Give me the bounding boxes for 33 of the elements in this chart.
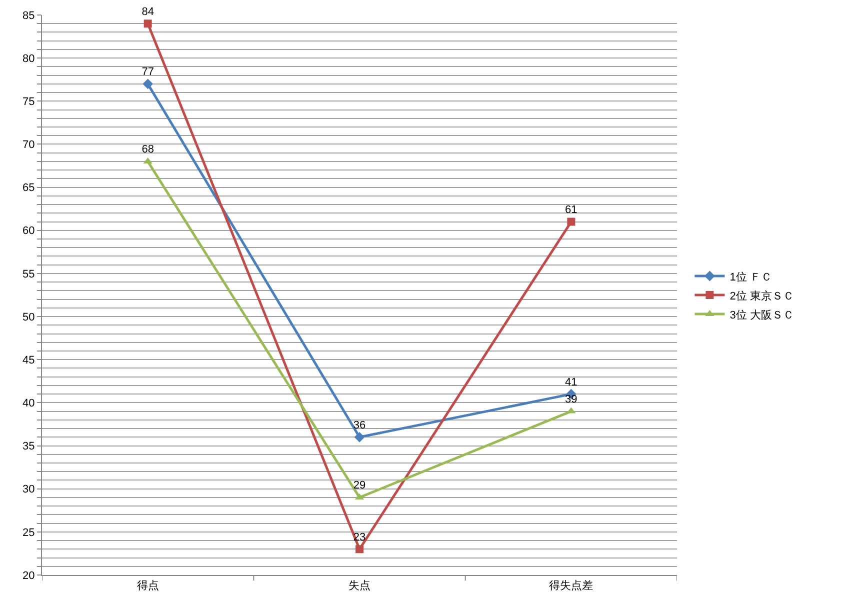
y-tick-label: 75 bbox=[22, 96, 35, 108]
y-tick-label: 25 bbox=[22, 526, 35, 539]
data-label: 61 bbox=[565, 204, 578, 216]
data-label: 84 bbox=[142, 6, 154, 18]
x-tick-label: 得点 bbox=[136, 579, 159, 592]
data-label: 77 bbox=[142, 66, 154, 78]
data-label: 29 bbox=[353, 480, 366, 492]
y-tick-label: 40 bbox=[22, 398, 35, 410]
y-tick-label: 65 bbox=[22, 182, 35, 194]
data-label: 39 bbox=[565, 394, 578, 406]
y-tick-label: 85 bbox=[22, 10, 35, 22]
y-tick-label: 50 bbox=[22, 311, 35, 324]
x-tick-label: 失点 bbox=[348, 579, 370, 592]
y-tick-label: 60 bbox=[22, 225, 35, 238]
x-tick-label: 得失点差 bbox=[549, 579, 594, 592]
y-tick-label: 70 bbox=[22, 139, 35, 152]
legend-label: 2位 東京ＳＣ bbox=[730, 289, 794, 302]
point bbox=[356, 545, 364, 554]
point bbox=[567, 218, 576, 226]
legend-label: 3位 大阪ＳＣ bbox=[730, 308, 794, 322]
point bbox=[144, 20, 152, 28]
y-tick-label: 35 bbox=[22, 440, 35, 453]
y-tick-label: 20 bbox=[22, 570, 35, 582]
y-tick-label: 45 bbox=[22, 354, 35, 366]
data-label: 36 bbox=[353, 419, 366, 432]
point bbox=[354, 432, 365, 442]
y-tick-label: 30 bbox=[22, 484, 35, 496]
y-tick-label: 55 bbox=[22, 268, 35, 280]
point bbox=[142, 78, 154, 90]
y-tick-label: 80 bbox=[22, 52, 35, 65]
data-label: 41 bbox=[565, 376, 578, 388]
legend-label: 1位 ＦＣ bbox=[730, 271, 772, 284]
data-label: 68 bbox=[142, 144, 154, 156]
